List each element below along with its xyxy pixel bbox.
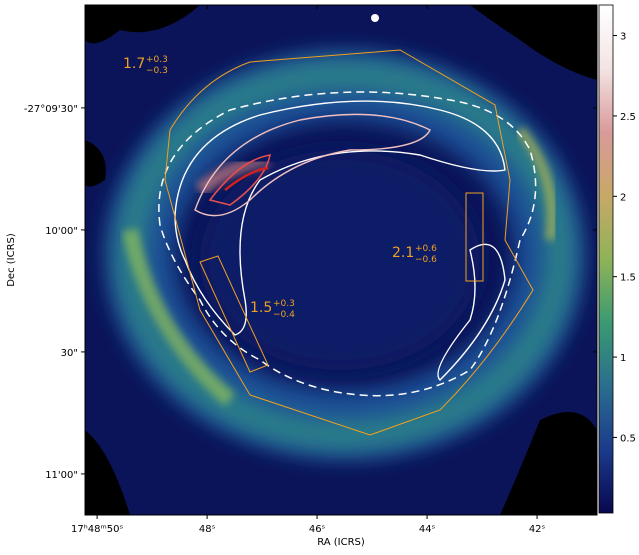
annotation-upper: +0.3: [146, 55, 168, 65]
x-tick-label: 44ˢ: [419, 524, 436, 535]
y-tick-label: -27°09'30": [24, 104, 78, 115]
region-annotation: 2.1+0.6 −0.6: [392, 244, 437, 265]
colorbar: 0.5 1 1.5 2 2.5 3: [598, 4, 636, 514]
colorbar-tick-label: 2.5: [620, 112, 636, 123]
x-tick-label: 42ˢ: [529, 524, 546, 535]
x-axis-label: RA (ICRS): [317, 537, 365, 548]
annotation-upper: +0.3: [273, 299, 295, 309]
y-tick-label: 30": [61, 348, 78, 359]
y-axis-label: Dec (ICRS): [6, 233, 17, 287]
annotation-lower: −0.3: [146, 66, 168, 76]
y-tick-label: 11'00": [45, 470, 78, 481]
annotation-text: 2.1: [392, 245, 414, 261]
region-annotation: 1.7+0.3 −0.3: [123, 55, 168, 76]
colorbar-tick-label: 2: [620, 192, 626, 203]
annotation-text: 1.5: [250, 300, 272, 316]
plot-frame: [84, 4, 598, 516]
colorbar-tick-label: 1: [620, 353, 626, 364]
sky-image: [85, 5, 597, 515]
annotation-lower: −0.6: [415, 255, 437, 265]
region-annotation: 1.5+0.3 −0.4: [250, 299, 295, 320]
colorbar-tick-label: 3: [620, 32, 626, 43]
x-tick-label: 17ʰ48ᵐ50ˢ: [71, 524, 123, 535]
x-tick-label: 46ˢ: [309, 524, 326, 535]
annotation-lower: −0.4: [273, 310, 295, 320]
annotation-text: 1.7: [123, 56, 145, 72]
colorbar-tick-label: 1.5: [620, 273, 636, 284]
x-tick-label: 48ˢ: [199, 524, 216, 535]
colorbar-tick-label: 0.5: [620, 433, 636, 444]
y-tick-label: 10'00": [45, 226, 78, 237]
annotation-upper: +0.6: [415, 244, 437, 254]
